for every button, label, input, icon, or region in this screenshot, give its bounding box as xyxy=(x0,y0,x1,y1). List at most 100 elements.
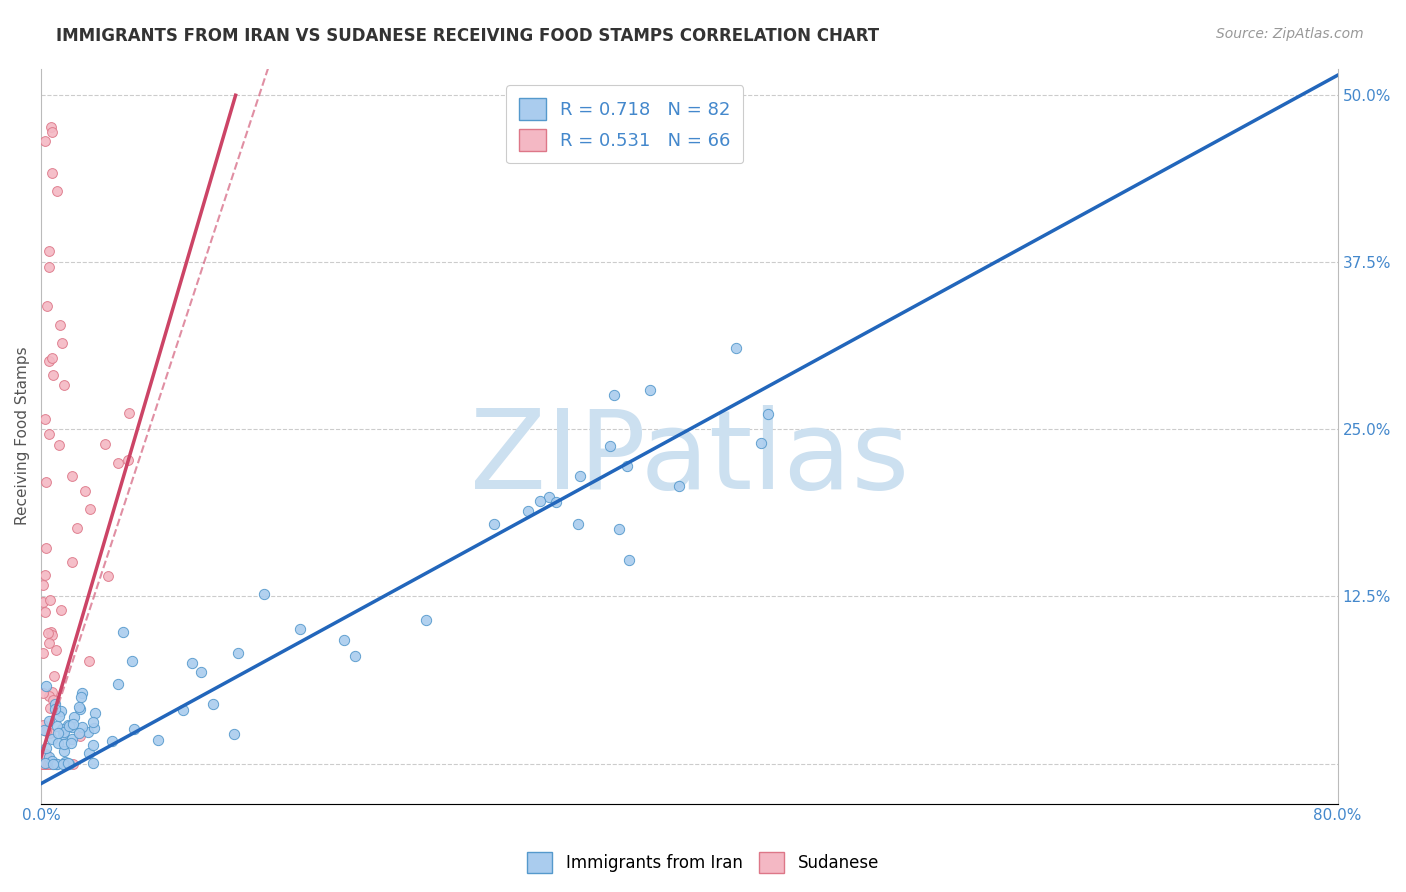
Point xyxy=(538,490,561,504)
Point xyxy=(34,134,56,148)
Point xyxy=(34,412,56,426)
Point xyxy=(45,756,67,771)
Point xyxy=(49,603,72,617)
Point xyxy=(38,427,60,442)
Point xyxy=(66,521,89,535)
Point xyxy=(42,669,65,683)
Point xyxy=(41,125,63,139)
Point xyxy=(31,686,53,700)
Point xyxy=(599,439,621,453)
Point xyxy=(60,720,83,734)
Point xyxy=(39,725,62,739)
Point xyxy=(35,541,58,555)
Point xyxy=(79,654,101,668)
Point xyxy=(38,689,60,703)
Point xyxy=(568,468,591,483)
Point xyxy=(619,553,641,567)
Point xyxy=(42,756,65,771)
Point xyxy=(52,756,75,771)
Point xyxy=(52,725,75,739)
Point xyxy=(37,756,59,771)
Point xyxy=(45,756,67,771)
Point xyxy=(38,714,60,728)
Point xyxy=(253,587,276,601)
Point xyxy=(53,378,76,392)
Point xyxy=(31,646,53,660)
Point xyxy=(34,568,56,582)
Point xyxy=(62,717,84,731)
Legend: Immigrants from Iran, Sudanese: Immigrants from Iran, Sudanese xyxy=(520,846,886,880)
Point xyxy=(39,120,62,134)
Point xyxy=(59,736,82,750)
Point xyxy=(41,628,63,642)
Point xyxy=(34,756,56,771)
Point xyxy=(41,754,63,768)
Point xyxy=(69,702,91,716)
Point xyxy=(544,495,567,509)
Point xyxy=(31,756,53,771)
Point xyxy=(46,726,69,740)
Point xyxy=(56,718,79,732)
Point xyxy=(32,578,55,592)
Point xyxy=(607,522,630,536)
Point xyxy=(79,502,101,516)
Point xyxy=(111,624,134,639)
Point xyxy=(41,351,63,366)
Point xyxy=(73,483,96,498)
Point xyxy=(69,729,91,743)
Point xyxy=(172,703,194,717)
Point xyxy=(58,719,80,733)
Point xyxy=(77,725,100,739)
Point xyxy=(37,756,59,771)
Point xyxy=(44,697,66,711)
Point xyxy=(190,665,212,680)
Point xyxy=(44,756,66,771)
Point xyxy=(35,749,58,764)
Point xyxy=(101,734,124,748)
Point xyxy=(668,479,690,493)
Point xyxy=(343,649,366,664)
Point xyxy=(415,613,437,627)
Point xyxy=(146,733,169,747)
Point xyxy=(94,436,117,450)
Point xyxy=(51,723,73,737)
Point xyxy=(222,727,245,741)
Point xyxy=(58,756,80,771)
Point xyxy=(288,623,311,637)
Point xyxy=(529,494,551,508)
Point xyxy=(34,606,56,620)
Point xyxy=(48,438,70,452)
Point xyxy=(44,702,66,716)
Point xyxy=(84,706,107,721)
Point xyxy=(35,299,58,313)
Point xyxy=(38,260,60,275)
Point xyxy=(35,741,58,756)
Point xyxy=(35,747,58,762)
Point xyxy=(52,737,75,751)
Point xyxy=(83,721,105,735)
Point xyxy=(32,756,55,771)
Point xyxy=(725,342,748,356)
Point xyxy=(46,736,69,750)
Point xyxy=(45,719,67,733)
Point xyxy=(31,756,53,771)
Point xyxy=(41,166,63,180)
Point xyxy=(749,436,772,450)
Point xyxy=(122,722,145,736)
Point xyxy=(45,756,67,771)
Point xyxy=(517,503,540,517)
Point xyxy=(53,743,76,757)
Point xyxy=(484,517,506,532)
Point xyxy=(38,593,60,607)
Point xyxy=(56,756,79,771)
Point xyxy=(51,336,73,351)
Point xyxy=(107,456,129,470)
Point xyxy=(117,453,139,467)
Point xyxy=(201,698,224,712)
Point xyxy=(51,704,73,718)
Point xyxy=(41,685,63,699)
Point xyxy=(603,388,626,402)
Point xyxy=(34,756,56,771)
Point xyxy=(35,723,58,738)
Point xyxy=(45,184,67,198)
